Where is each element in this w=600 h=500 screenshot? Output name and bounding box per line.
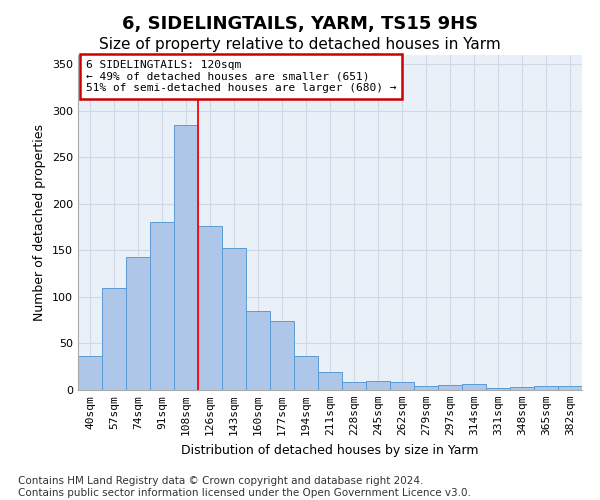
Bar xyxy=(414,386,438,390)
Bar xyxy=(534,386,558,390)
Bar xyxy=(342,382,366,390)
Text: Size of property relative to detached houses in Yarm: Size of property relative to detached ho… xyxy=(99,38,501,52)
Bar xyxy=(198,226,222,390)
Bar xyxy=(318,372,342,390)
Bar xyxy=(270,321,294,390)
Bar xyxy=(174,125,198,390)
Bar xyxy=(294,356,318,390)
Bar xyxy=(150,222,174,390)
Bar xyxy=(558,386,582,390)
Bar xyxy=(366,380,390,390)
Bar xyxy=(462,384,486,390)
Text: 6, SIDELINGTAILS, YARM, TS15 9HS: 6, SIDELINGTAILS, YARM, TS15 9HS xyxy=(122,15,478,33)
Bar xyxy=(438,386,462,390)
Bar xyxy=(102,288,126,390)
Text: Contains HM Land Registry data © Crown copyright and database right 2024.
Contai: Contains HM Land Registry data © Crown c… xyxy=(18,476,471,498)
Bar xyxy=(78,356,102,390)
Bar xyxy=(126,257,150,390)
Y-axis label: Number of detached properties: Number of detached properties xyxy=(34,124,46,321)
Bar xyxy=(222,248,246,390)
X-axis label: Distribution of detached houses by size in Yarm: Distribution of detached houses by size … xyxy=(181,444,479,456)
Bar xyxy=(486,388,510,390)
Bar xyxy=(510,387,534,390)
Bar xyxy=(246,311,270,390)
Text: 6 SIDELINGTAILS: 120sqm
← 49% of detached houses are smaller (651)
51% of semi-d: 6 SIDELINGTAILS: 120sqm ← 49% of detache… xyxy=(86,60,396,93)
Bar xyxy=(390,382,414,390)
